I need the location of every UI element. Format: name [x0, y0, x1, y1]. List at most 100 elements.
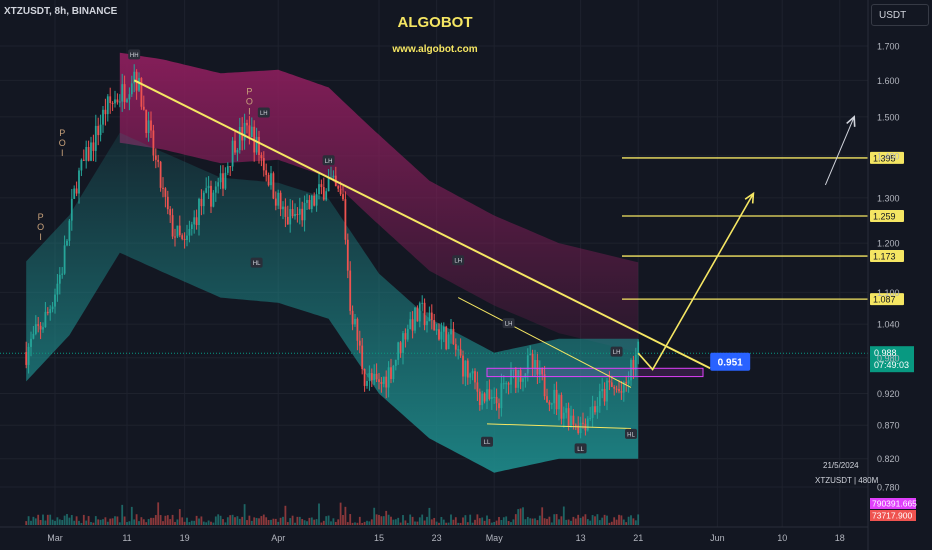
candle-body	[358, 340, 361, 346]
volume-bar	[241, 516, 244, 525]
volume-bar	[250, 520, 253, 525]
candle-body	[169, 209, 172, 216]
candle-body	[190, 224, 193, 230]
volume-bar	[574, 518, 577, 525]
volume-bar	[500, 520, 503, 525]
volume-bar	[80, 522, 83, 525]
time-tick-label: 23	[432, 533, 442, 543]
candle-body	[210, 185, 212, 207]
volume-bar	[174, 521, 176, 525]
volume-bar	[550, 522, 553, 525]
volume-bar	[430, 519, 433, 525]
candle-body	[404, 333, 407, 340]
candle-body	[438, 329, 440, 340]
candle-body	[236, 150, 239, 153]
candle-body	[313, 195, 316, 206]
candle-body	[238, 127, 241, 151]
volume-bar	[267, 519, 270, 525]
volume-bar	[183, 521, 186, 525]
candle-body	[502, 383, 505, 385]
candle-body	[138, 78, 140, 91]
candle-body	[361, 345, 364, 370]
volume-bar	[526, 516, 529, 525]
volume-bar	[337, 519, 340, 525]
volume-bar	[330, 521, 332, 525]
volume-bar	[433, 517, 436, 525]
volume-bar	[140, 517, 143, 525]
swing-label-bg	[502, 318, 515, 329]
volume-bar	[418, 517, 421, 525]
candle-body	[178, 225, 181, 236]
volume-bar	[591, 515, 594, 525]
candle-body	[555, 389, 558, 410]
candle-body	[368, 373, 371, 381]
candle-body	[207, 185, 210, 189]
volume-bar	[416, 521, 419, 525]
volume-bar	[49, 514, 52, 525]
volume-bar	[274, 518, 277, 525]
volume-bar	[404, 520, 407, 525]
volume-bar	[135, 514, 138, 525]
swing-label: LL	[484, 440, 491, 446]
candle-body	[301, 208, 304, 221]
volume-bar	[231, 514, 234, 525]
volume-bar	[356, 522, 359, 525]
volume-bar	[255, 517, 258, 525]
price-tick-label: 0.920	[877, 389, 900, 399]
candle-body	[106, 96, 109, 115]
symbol-header[interactable]: XTZUSDT, 8h, BINANCE	[4, 6, 118, 17]
volume-bar	[171, 514, 174, 525]
volume-bar	[411, 516, 414, 525]
candle-body	[73, 188, 76, 199]
currency-button[interactable]: USDT	[871, 4, 929, 26]
poi-marker-letter: O	[37, 222, 44, 232]
candle-body	[625, 381, 628, 384]
candle-body	[478, 391, 481, 406]
volume-bar	[447, 522, 450, 525]
volume-bar	[109, 518, 112, 525]
price-tick-label: 1.500	[877, 112, 900, 122]
volume-bar	[637, 514, 640, 525]
volume-bar	[478, 518, 481, 525]
candle-body	[541, 368, 544, 375]
volume-bar	[560, 516, 563, 525]
volume-bar	[85, 520, 88, 525]
candle-body	[116, 99, 119, 103]
swing-label-bg	[452, 255, 465, 266]
volume-bar	[30, 520, 32, 525]
volume-bar	[133, 519, 136, 525]
volume-bar	[238, 518, 241, 525]
candle-body	[373, 373, 376, 381]
candle-body	[92, 142, 95, 151]
volume-badge	[870, 510, 916, 521]
volume-bar	[190, 520, 193, 525]
target-level-badge	[870, 293, 904, 306]
volume-bar	[502, 517, 505, 525]
volume-bar	[546, 518, 548, 525]
volume-bar	[462, 517, 464, 525]
volume-bar	[138, 521, 140, 525]
candle-body	[188, 229, 191, 236]
volume-bar	[212, 522, 215, 525]
volume-bar	[104, 517, 107, 525]
volume-bar	[493, 521, 496, 525]
volume-bar	[469, 514, 472, 525]
volume-bar	[486, 515, 488, 525]
candle-body	[366, 380, 368, 386]
candle-body	[570, 415, 572, 427]
volume-bar	[322, 520, 325, 525]
volume-bar	[37, 514, 40, 525]
candle-body	[226, 166, 229, 173]
volume-bar	[243, 504, 246, 525]
candle-body	[27, 346, 30, 365]
volume-bar	[613, 517, 616, 525]
volume-bar	[471, 522, 474, 525]
candle-body	[193, 217, 196, 225]
candle-body	[195, 217, 198, 226]
poi-marker-letter: O	[246, 97, 253, 107]
candle-body	[224, 172, 227, 189]
volume-bar	[567, 519, 570, 525]
candle-body	[171, 215, 174, 237]
candle-body	[284, 206, 287, 217]
